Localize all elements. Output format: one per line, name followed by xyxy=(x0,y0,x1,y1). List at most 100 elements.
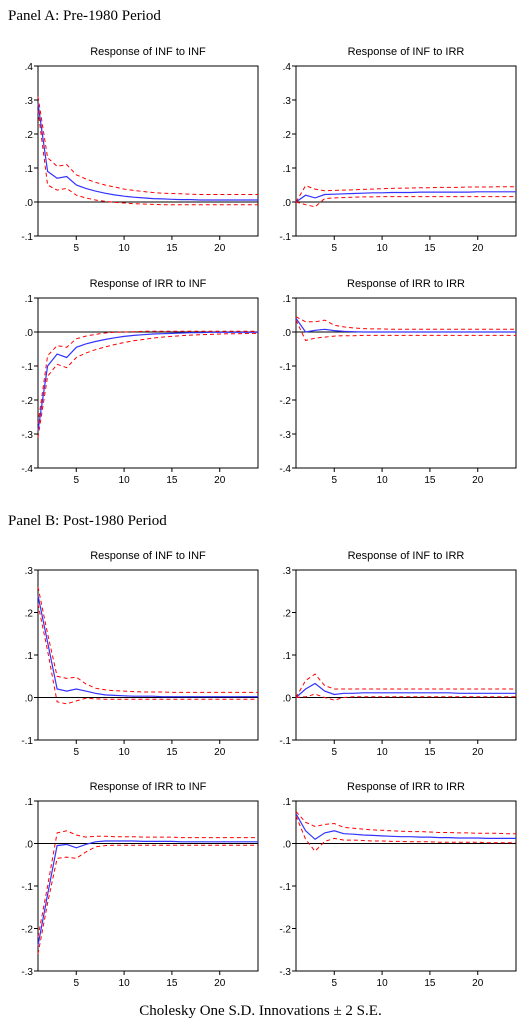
plot-frame xyxy=(295,800,517,972)
x-tick-label: 5 xyxy=(73,475,79,486)
y-tick-label: -.1 xyxy=(21,882,33,893)
x-tick-label: 15 xyxy=(166,475,178,486)
x-tick-label: 5 xyxy=(331,243,337,254)
y-tick-label: .1 xyxy=(283,651,292,662)
panel-a-title: Panel A: Pre-1980 Period xyxy=(8,8,161,24)
plot-frame xyxy=(295,569,517,741)
chart-title: Response of IRR to IRR xyxy=(347,781,465,793)
y-tick-label: .3 xyxy=(283,96,292,107)
x-tick-label: 10 xyxy=(377,475,389,486)
plot-frame xyxy=(295,297,517,469)
x-tick-label: 10 xyxy=(377,747,389,758)
upper-band-line xyxy=(295,185,516,203)
x-tick-label: 10 xyxy=(377,243,389,254)
upper-band-line xyxy=(295,316,516,330)
y-tick-label: .1 xyxy=(25,164,34,175)
y-tick-label: -.1 xyxy=(279,882,291,893)
y-tick-label: -.1 xyxy=(279,232,291,243)
impulse-response-line xyxy=(37,331,258,431)
x-tick-label: 20 xyxy=(214,978,226,989)
lower-band-line xyxy=(295,196,516,208)
plot-frame xyxy=(37,569,259,741)
x-tick-label: 20 xyxy=(472,978,484,989)
y-tick-label: .0 xyxy=(283,694,292,705)
chart-panel-a-inf-to-inf: Response of INF to INF -.1 .0 .1 .2 .3 .4 5 10 15… xyxy=(21,46,259,254)
x-tick-label: 5 xyxy=(73,747,79,758)
y-tick-label: .4 xyxy=(283,62,292,73)
upper-band-line xyxy=(37,830,258,938)
impulse-response-line xyxy=(295,318,516,333)
x-tick-label: 20 xyxy=(472,747,484,758)
x-tick-label: 5 xyxy=(73,243,79,254)
chart-panel-a-irr-to-irr: Response of IRR to IRR -.4 -.3 -.2 -.1 .0 .1 5 1… xyxy=(279,278,517,486)
upper-band-line xyxy=(37,330,258,424)
chart-panel-a-inf-to-irr: Response of INF to IRR -.1 .0 .1 .2 .3 .4 5 10 15… xyxy=(279,46,517,254)
chart-title: Response of INF to INF xyxy=(90,550,206,562)
lower-band-line xyxy=(37,332,258,438)
y-tick-label: .3 xyxy=(25,566,34,577)
y-tick-label: .1 xyxy=(283,797,292,808)
y-tick-label: .0 xyxy=(25,694,34,705)
y-tick-label: .1 xyxy=(25,651,34,662)
y-tick-label: .0 xyxy=(25,840,34,851)
chart-panel-b-irr-to-irr: Response of IRR to IRR -.3 -.2 -.1 .0 .1 5 10 15… xyxy=(279,781,517,989)
plot-frame xyxy=(295,65,517,237)
chart-title: Response of INF to IRR xyxy=(348,46,465,58)
x-tick-label: 10 xyxy=(119,747,131,758)
x-tick-label: 20 xyxy=(472,475,484,486)
x-tick-label: 15 xyxy=(424,243,436,254)
chart-panel-a-irr-to-inf: Response of IRR to INF -.4 -.3 -.2 -.1 .0 .1 5 1… xyxy=(21,278,259,486)
y-tick-label: -.2 xyxy=(21,925,33,936)
y-tick-label: .0 xyxy=(283,198,292,209)
y-tick-label: -.1 xyxy=(279,736,291,747)
lower-band-line xyxy=(295,319,516,342)
y-tick-label: -.2 xyxy=(21,396,33,407)
upper-band-line xyxy=(37,586,258,693)
x-tick-label: 5 xyxy=(331,747,337,758)
y-tick-label: .0 xyxy=(283,840,292,851)
lower-band-line xyxy=(37,110,258,206)
x-tick-label: 15 xyxy=(166,978,178,989)
upper-band-line xyxy=(295,811,516,835)
chart-title: Response of INF to INF xyxy=(90,46,206,58)
y-tick-label: .1 xyxy=(283,294,292,305)
y-tick-label: .4 xyxy=(25,62,34,73)
y-tick-label: .2 xyxy=(283,609,292,620)
plot-frame xyxy=(37,800,259,972)
x-tick-label: 10 xyxy=(119,243,131,254)
x-tick-label: 20 xyxy=(214,243,226,254)
impulse-response-line xyxy=(295,682,516,698)
y-tick-label: -.3 xyxy=(279,430,291,441)
y-tick-label: .3 xyxy=(283,566,292,577)
lower-band-line xyxy=(295,693,516,701)
chart-title: Response of IRR to IRR xyxy=(347,278,465,290)
y-tick-label: .0 xyxy=(25,198,34,209)
x-tick-label: 15 xyxy=(424,978,436,989)
y-tick-label: .1 xyxy=(25,797,34,808)
chart-title: Response of IRR to INF xyxy=(90,781,207,793)
impulse-response-line xyxy=(37,103,258,201)
x-tick-label: 10 xyxy=(119,475,131,486)
y-tick-label: .2 xyxy=(283,130,292,141)
y-tick-label: -.2 xyxy=(279,925,291,936)
x-tick-label: 15 xyxy=(424,475,436,486)
y-tick-label: -.3 xyxy=(21,967,33,978)
lower-band-line xyxy=(37,844,258,955)
impulse-response-line xyxy=(37,595,258,698)
impulse-response-line xyxy=(37,840,258,946)
x-tick-label: 10 xyxy=(119,978,131,989)
y-tick-label: .1 xyxy=(25,294,34,305)
chart-panel-b-inf-to-inf: Response of INF to INF -.1 .0 .1 .2 .3 5 10 15 20 xyxy=(21,550,259,758)
upper-band-line xyxy=(37,96,258,195)
upper-band-line xyxy=(295,673,516,698)
figure-caption: Cholesky One S.D. Innovations ± 2 S.E. xyxy=(139,1003,382,1019)
impulse-response-line xyxy=(295,191,516,203)
y-tick-label: .2 xyxy=(25,609,34,620)
y-tick-label: -.4 xyxy=(21,464,33,475)
impulse-response-line xyxy=(295,813,516,841)
y-tick-label: .3 xyxy=(25,96,34,107)
x-tick-label: 5 xyxy=(331,475,337,486)
y-tick-label: .2 xyxy=(25,130,34,141)
x-tick-label: 15 xyxy=(166,243,178,254)
chart-title: Response of INF to IRR xyxy=(348,550,465,562)
